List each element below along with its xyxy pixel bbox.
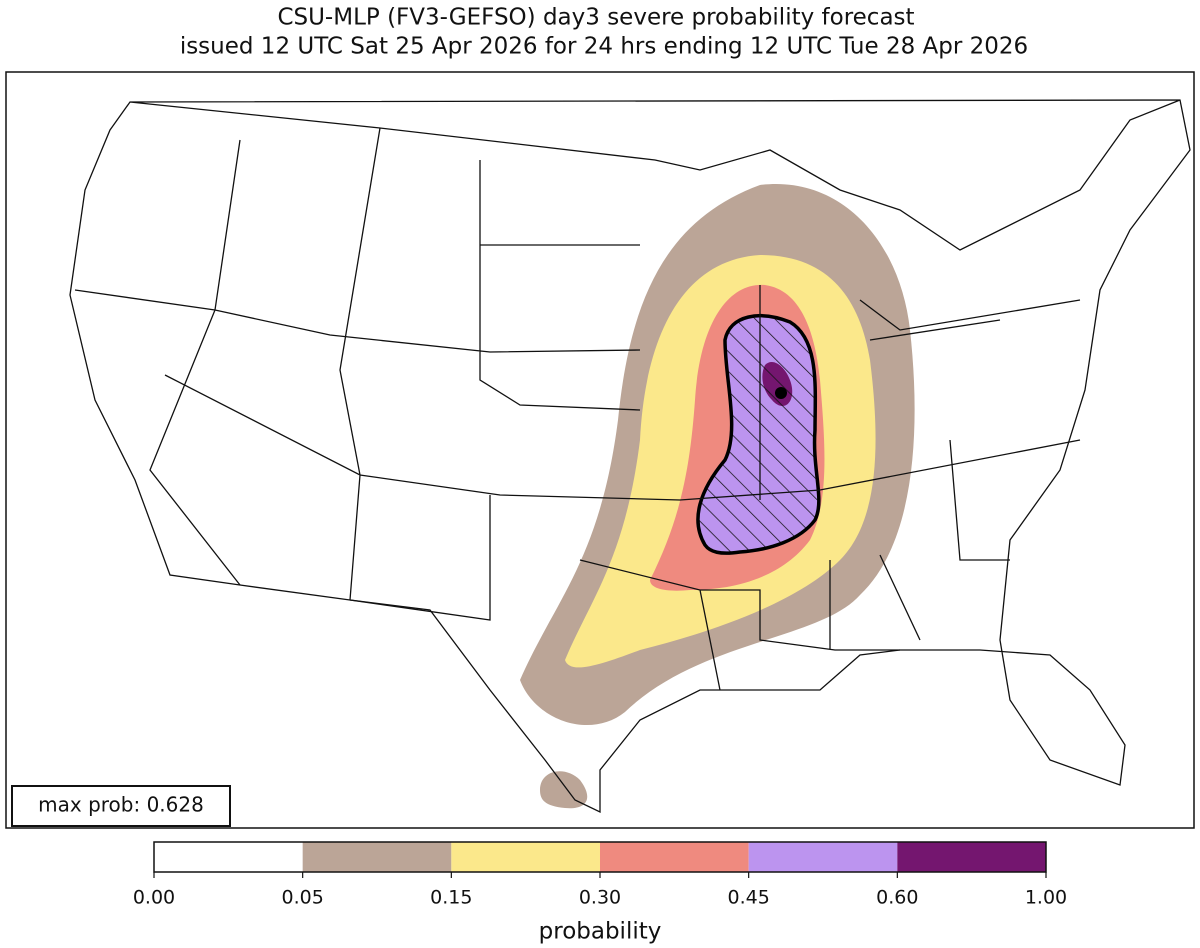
colorbar-segment xyxy=(154,842,303,872)
colorbar-tick-label: 0.05 xyxy=(282,887,324,909)
colorbar-tick-label: 0.45 xyxy=(728,887,770,909)
colorbar-segment xyxy=(302,842,452,872)
probability-areas xyxy=(520,183,915,809)
subtitle: issued 12 UTC Sat 25 Apr 2026 for 24 hrs… xyxy=(180,34,1028,60)
max-point xyxy=(775,387,787,399)
max-prob-label: max prob: 0.628 xyxy=(38,793,204,817)
colorbar-tick-label: 0.00 xyxy=(133,887,175,909)
country-outline xyxy=(69,99,1191,814)
colorbar-segment xyxy=(451,842,600,872)
colorbar-tick-label: 0.15 xyxy=(430,887,472,909)
map: max prob: 0.628 xyxy=(5,71,1195,829)
title: CSU-MLP (FV3-GEFSO) day3 severe probabil… xyxy=(277,5,914,31)
colorbar-segment xyxy=(897,842,1046,872)
annotation-box xyxy=(11,785,231,827)
colorbar-tick-label: 1.00 xyxy=(1025,887,1067,909)
colorbar: 0.00 0.05 0.15 0.30 0.45 0.60 1.00 xyxy=(133,841,1067,909)
colorbar-label: probability xyxy=(539,919,662,945)
colorbar-segment xyxy=(600,842,749,872)
hatched-contour xyxy=(696,314,821,555)
colorbar-tick-label: 0.30 xyxy=(579,887,621,909)
colorbar-segment xyxy=(748,842,898,872)
colorbar-tick-label: 0.60 xyxy=(876,887,918,909)
boundaries xyxy=(69,99,1191,814)
